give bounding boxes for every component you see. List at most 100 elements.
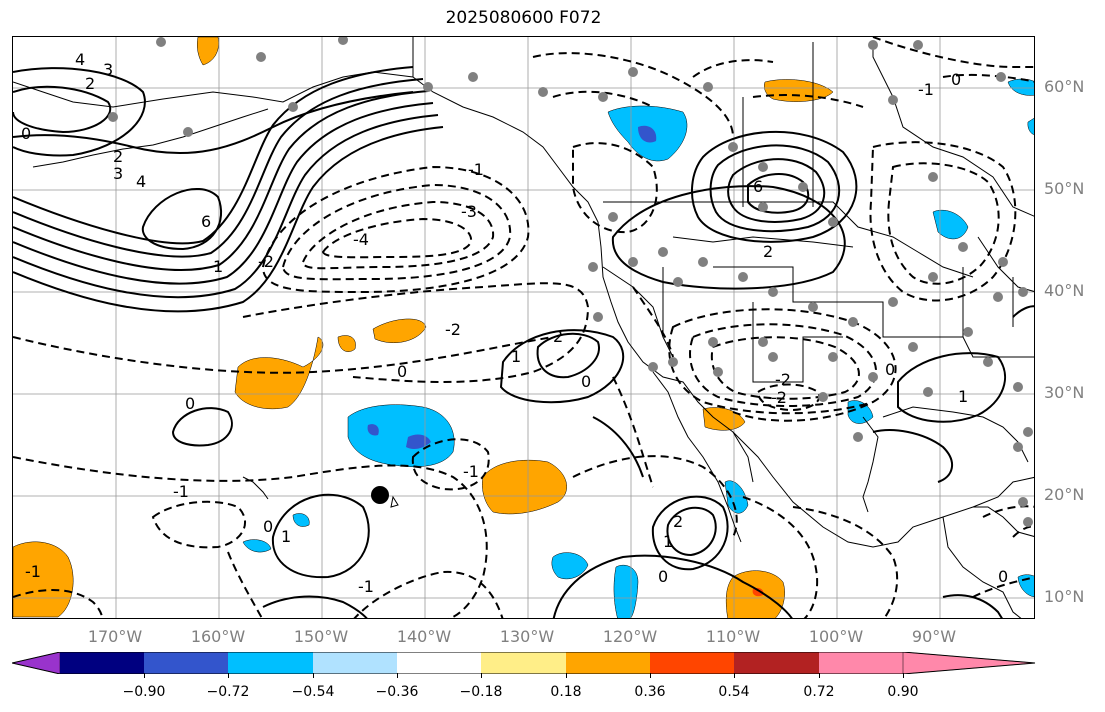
- contour-label: -2: [775, 370, 791, 389]
- station-dot: [703, 82, 713, 92]
- contour-label: 1: [958, 387, 968, 406]
- colorbar-tick-label: −0.36: [375, 684, 419, 700]
- station-dot: [828, 352, 838, 362]
- colorbar-segment: [144, 652, 228, 674]
- station-dot: [288, 102, 298, 112]
- station-dot: [868, 40, 878, 50]
- station-dot: [738, 272, 748, 282]
- station-dot: [758, 202, 768, 212]
- contour-label: -1: [173, 482, 189, 501]
- station-dot: [1018, 287, 1028, 297]
- contour-label: 3: [113, 164, 123, 183]
- station-dot: [673, 277, 683, 287]
- station-dot: [963, 327, 973, 337]
- shaded-anomalies: [13, 37, 1034, 618]
- contour-label: 2: [763, 242, 773, 261]
- station-dot: [768, 352, 778, 362]
- station-dot: [928, 172, 938, 182]
- shade-cyan-region: [292, 513, 310, 527]
- station-dot: [698, 257, 708, 267]
- colorbar-tick: [228, 673, 229, 678]
- station-dot: [183, 127, 193, 137]
- lat-label-40n: 40°N: [1044, 281, 1085, 300]
- station-dot: [1013, 442, 1023, 452]
- map-panel: 6 6 4 3 2 4 3 2 0 1 -4 -3 -1 -2 -2 -1 -2…: [12, 36, 1035, 619]
- contours-positive: [13, 66, 1007, 618]
- shade-cyan-region: [613, 564, 639, 618]
- station-dot: [998, 257, 1008, 267]
- colorbar-tick: [481, 673, 482, 678]
- station-dot: [628, 67, 638, 77]
- station-dot: [818, 392, 828, 402]
- station-dot: [1023, 427, 1033, 437]
- station-dot: [853, 432, 863, 442]
- contour-label: 0: [21, 124, 31, 143]
- station-dot: [993, 292, 1003, 302]
- contour-label: 1: [281, 527, 291, 546]
- station-dot: [868, 372, 878, 382]
- colorbar-tick-label: 0.18: [550, 684, 582, 700]
- contours-zero: [13, 91, 1034, 618]
- shade-cyan-region: [1017, 574, 1034, 598]
- colorbar-tick-label: 0.54: [718, 684, 750, 700]
- contour-label: -1: [25, 562, 41, 581]
- lon-label-100w: 100°W: [808, 627, 864, 646]
- station-dot: [708, 337, 718, 347]
- colorbar-tick: [734, 673, 735, 678]
- contour-label: 0: [263, 517, 273, 536]
- contour-label: -2: [771, 388, 787, 407]
- contour-label: 4: [75, 50, 85, 69]
- colorbar-tick: [566, 673, 567, 678]
- contour-label: 6: [753, 177, 763, 196]
- station-dot: [983, 357, 993, 367]
- shade-orange-region: [337, 335, 356, 352]
- lat-label-30n: 30°N: [1044, 383, 1085, 402]
- shade-orange-region: [13, 541, 74, 618]
- contour-label: 6: [201, 212, 211, 231]
- shade-orange-region: [702, 407, 746, 431]
- graticule: [13, 37, 1034, 618]
- station-dot: [798, 182, 808, 192]
- station-dot: [888, 297, 898, 307]
- shade-cyan-region: [551, 552, 589, 580]
- shade-blue-region: [367, 424, 379, 436]
- shade-cyan-region: [724, 480, 749, 514]
- station-dot: [608, 212, 618, 222]
- station-dot: [996, 72, 1006, 82]
- shade-red-region: [752, 587, 764, 597]
- colorbar-segment: [650, 652, 734, 674]
- station-dot: [1023, 517, 1033, 527]
- station-dot: [668, 357, 678, 367]
- colorbar-segment: [566, 652, 650, 674]
- station-dot: [713, 367, 723, 377]
- colorbar-tick: [144, 673, 145, 678]
- contour-label: 1: [213, 257, 223, 276]
- shade-orange-region: [234, 336, 324, 410]
- lon-label-110w: 110°W: [705, 627, 761, 646]
- shade-orange-region: [482, 459, 567, 515]
- map-canvas: 6 6 4 3 2 4 3 2 0 1 -4 -3 -1 -2 -2 -1 -2…: [13, 37, 1034, 618]
- station-dot: [598, 92, 608, 102]
- station-dot: [828, 217, 838, 227]
- colorbar-segment: [481, 652, 566, 674]
- station-dot: [808, 302, 818, 312]
- storm-center-marker: [371, 486, 389, 504]
- contour-label: 0: [658, 567, 668, 586]
- colorbar-tick: [313, 673, 314, 678]
- coastlines: [13, 37, 1034, 618]
- station-dot: [658, 247, 668, 257]
- shade-cyan-region: [1007, 78, 1034, 96]
- contours-negative: [13, 37, 1034, 618]
- contour-label: -1: [463, 462, 479, 481]
- station-dot: [928, 272, 938, 282]
- contour-label: 1: [511, 347, 521, 366]
- station-dot: [156, 37, 166, 47]
- contour-label: 4: [136, 172, 146, 191]
- station-dot: [538, 87, 548, 97]
- station-dot: [593, 312, 603, 322]
- station-dot: [768, 287, 778, 297]
- colorbar-tick: [650, 673, 651, 678]
- colorbar-tick-label: −0.54: [291, 684, 335, 700]
- colorbar-tick-label: 0.72: [803, 684, 835, 700]
- colorbar-segment: [819, 652, 903, 674]
